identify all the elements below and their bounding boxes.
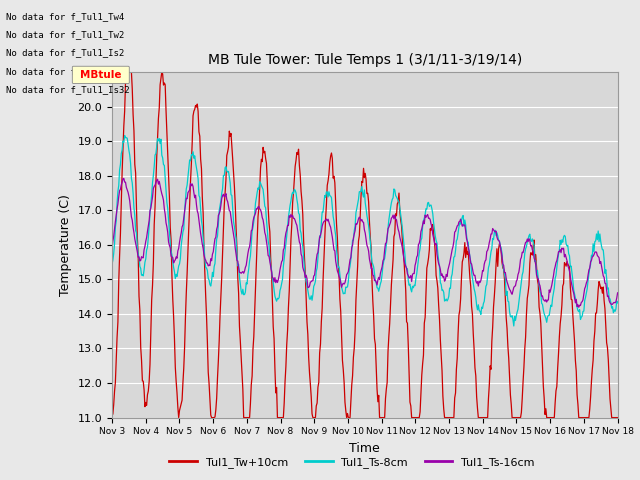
Line: Tul1_Ts-16cm: Tul1_Ts-16cm: [112, 179, 618, 307]
Text: MBtule: MBtule: [80, 70, 121, 80]
Tul1_Ts-16cm: [407, 273, 415, 278]
Tul1_Ts-8cm: [614, 300, 621, 306]
Y-axis label: Temperature (C): Temperature (C): [59, 194, 72, 296]
Title: MB Tule Tower: Tule Temps 1 (3/1/11-3/19/14): MB Tule Tower: Tule Temps 1 (3/1/11-3/19…: [207, 53, 522, 67]
X-axis label: Time: Time: [349, 442, 380, 455]
Tul1_Ts-8cm: [239, 287, 246, 292]
Text: No data for f_Tul1_Is2: No data for f_Tul1_Is2: [6, 48, 125, 58]
Tul1_Ts-8cm: [121, 132, 129, 138]
Tul1_Ts-8cm: [407, 286, 415, 292]
Tul1_Tw+10cm: [447, 415, 455, 420]
Tul1_Ts-16cm: [490, 227, 497, 233]
Text: No data for f_uMBtule: No data for f_uMBtule: [6, 67, 119, 76]
Text: No data for f_Tul1_Is32: No data for f_Tul1_Is32: [6, 85, 130, 94]
Tul1_Tw+10cm: [408, 415, 415, 420]
Tul1_Ts-8cm: [447, 286, 454, 291]
Tul1_Ts-16cm: [614, 290, 621, 296]
Tul1_Ts-16cm: [198, 241, 206, 247]
Tul1_Tw+10cm: [108, 403, 116, 408]
Text: No data for f_Tul1_Tw4: No data for f_Tul1_Tw4: [6, 12, 125, 21]
Tul1_Ts-8cm: [338, 285, 346, 290]
Tul1_Ts-16cm: [575, 304, 582, 310]
Tul1_Ts-8cm: [510, 323, 518, 329]
Text: No data for f_Tul1_Tw2: No data for f_Tul1_Tw2: [6, 30, 125, 39]
Tul1_Ts-16cm: [108, 246, 116, 252]
Tul1_Ts-8cm: [490, 237, 497, 242]
Line: Tul1_Ts-8cm: Tul1_Ts-8cm: [112, 135, 618, 326]
Tul1_Tw+10cm: [614, 415, 621, 420]
Tul1_Tw+10cm: [199, 210, 207, 216]
Tul1_Tw+10cm: [122, 69, 130, 75]
Tul1_Tw+10cm: [240, 415, 248, 420]
Tul1_Ts-16cm: [338, 284, 346, 290]
Tul1_Ts-16cm: [120, 176, 127, 181]
Tul1_Ts-8cm: [108, 262, 116, 267]
Line: Tul1_Tw+10cm: Tul1_Tw+10cm: [112, 72, 618, 418]
Legend: Tul1_Tw+10cm, Tul1_Ts-8cm, Tul1_Ts-16cm: Tul1_Tw+10cm, Tul1_Ts-8cm, Tul1_Ts-16cm: [164, 452, 540, 472]
Tul1_Tw+10cm: [490, 293, 498, 299]
Tul1_Tw+10cm: [175, 415, 182, 420]
Tul1_Ts-8cm: [198, 224, 206, 229]
Tul1_Ts-16cm: [239, 269, 246, 275]
Tul1_Ts-16cm: [447, 256, 454, 262]
Tul1_Tw+10cm: [339, 358, 346, 363]
